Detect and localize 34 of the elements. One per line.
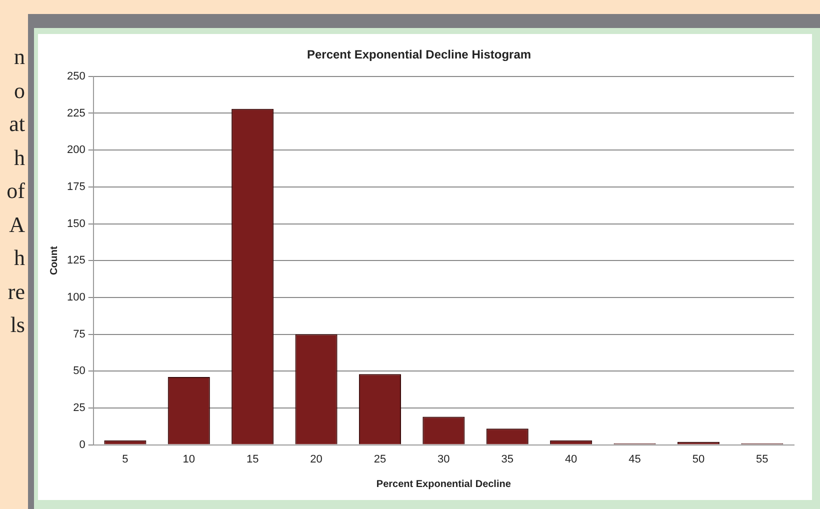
y-tick-label: 0 bbox=[79, 438, 86, 451]
y-tick-label: 75 bbox=[73, 328, 86, 340]
y-tick-label: 175 bbox=[66, 180, 86, 193]
x-tick-label: 10 bbox=[182, 453, 196, 466]
text: h bbox=[13, 144, 25, 172]
text: A bbox=[8, 210, 25, 238]
x-tick-label: 25 bbox=[374, 453, 386, 466]
x-tick-label: 45 bbox=[628, 453, 641, 466]
y-tick-label: 225 bbox=[66, 107, 86, 120]
text: o bbox=[13, 76, 25, 104]
y-tick-label: 25 bbox=[73, 402, 86, 414]
y-tick-label: 125 bbox=[66, 254, 86, 267]
text: of bbox=[6, 177, 25, 205]
y-tick-label: 100 bbox=[66, 291, 86, 304]
text: n bbox=[13, 43, 25, 71]
x-tick-label: 50 bbox=[692, 453, 705, 466]
x-tick-label: 40 bbox=[564, 453, 578, 466]
x-tick-label: 15 bbox=[246, 453, 259, 466]
x-tick-label: 30 bbox=[438, 453, 450, 466]
x-tick-label: 35 bbox=[501, 453, 514, 466]
x-tick-label: 5 bbox=[122, 453, 128, 466]
y-tick-label: 250 bbox=[66, 70, 86, 82]
text: h bbox=[13, 244, 25, 272]
text: ls bbox=[9, 311, 25, 339]
chart-title: Percent Exponential Decline Histogram bbox=[306, 48, 532, 62]
x-axis-title: Percent Exponential Decline bbox=[376, 478, 512, 490]
y-tick-label: 150 bbox=[66, 218, 86, 230]
x-tick-label: 20 bbox=[310, 453, 322, 466]
text: at bbox=[8, 110, 25, 138]
text: re bbox=[6, 278, 25, 306]
y-axis-title: Count bbox=[48, 246, 60, 276]
x-tick-label: 55 bbox=[756, 453, 768, 466]
y-tick-label: 200 bbox=[66, 144, 86, 156]
y-tick-label: 50 bbox=[73, 365, 86, 378]
